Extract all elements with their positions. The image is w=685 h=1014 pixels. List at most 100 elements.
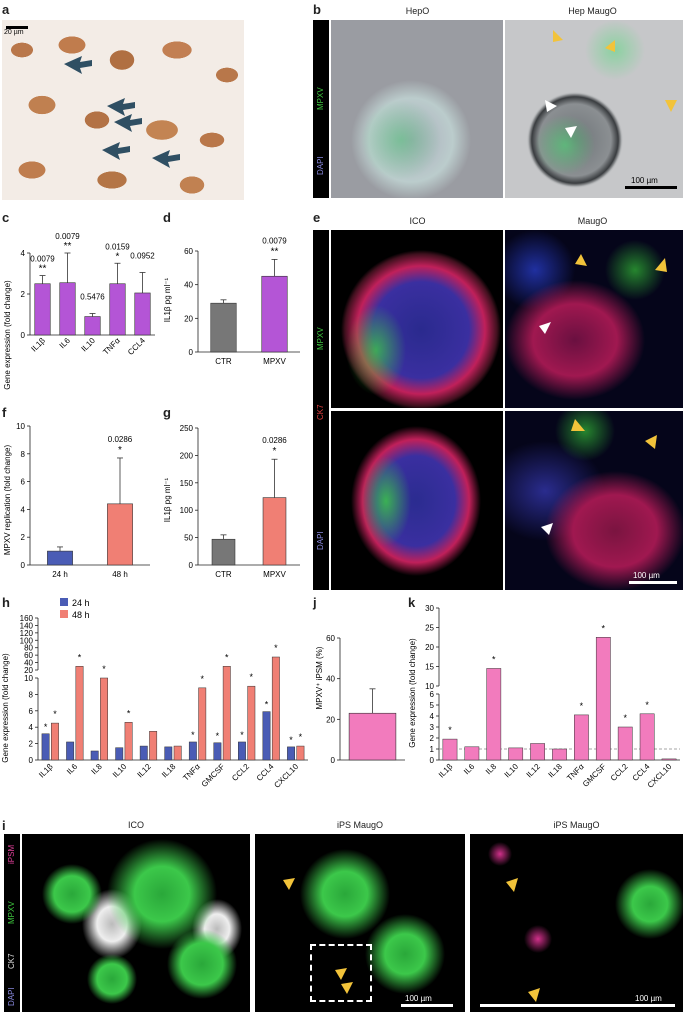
y-tick-label: 0 xyxy=(189,348,194,357)
hep-maugo-image: 100 µm xyxy=(505,20,683,198)
p-value-label: 0.5476 xyxy=(80,292,105,301)
y-tick-label: 10 xyxy=(16,422,25,431)
arrow-yellow-icon xyxy=(506,878,518,892)
significance-star: * xyxy=(274,643,278,653)
chart-k: Gene expression (fold change) 0 1 2 3 4 5 610 1… xyxy=(408,604,680,790)
bar xyxy=(530,743,545,761)
p-value-label: 0.0079 xyxy=(30,255,55,264)
significance-star: * xyxy=(289,735,293,745)
panel-label-h: h xyxy=(2,595,10,610)
arrow-yellow-icon xyxy=(528,988,540,1002)
y-tick-label: 0 xyxy=(189,561,194,570)
arrowhead-yellow-icon xyxy=(645,435,657,449)
significance-star: * xyxy=(200,674,204,684)
bar-24h xyxy=(139,745,148,761)
arrowhead-yellow-icon xyxy=(553,30,563,42)
significance-star: * xyxy=(53,709,57,719)
significance-star: * xyxy=(580,701,584,711)
bar xyxy=(639,713,655,761)
e-ico-top-image xyxy=(331,230,503,408)
y-tick-label: 40 xyxy=(326,675,335,684)
arrow-icon xyxy=(152,150,180,168)
y-tick-label: 80 xyxy=(24,644,33,653)
y-tick-label: 0 xyxy=(331,756,336,765)
chart-c: Gene expression (fold change) 0 2 4 IL1β 0.0… xyxy=(3,232,156,390)
y-tick-label: 20 xyxy=(425,643,434,652)
significance-star: * xyxy=(127,708,131,718)
y-tick-label: 100 xyxy=(20,636,34,645)
chart-d-ylabel: IL1β pg ml⁻¹ xyxy=(163,277,172,322)
x-tick-label: CTR xyxy=(215,357,232,366)
b-channel-mpxv: MPXV xyxy=(316,87,325,110)
chart-k-plot: 0 1 2 3 4 5 610 15 20 25 30 * IL1β IL6 * IL8 IL10 IL12 IL1… xyxy=(425,604,680,790)
x-tick-label: GMCSF xyxy=(581,762,608,789)
y-tick-label: 0 xyxy=(29,756,34,765)
p-value-label: 0.0286 xyxy=(108,435,133,444)
bar-48h xyxy=(149,731,158,761)
i-channel-strip: iPSM MPXV CK7 DAPI xyxy=(4,834,20,1012)
significance-star: * xyxy=(191,730,195,740)
i-col-title-2: iPS MaugO xyxy=(336,820,384,830)
significance-star: * xyxy=(602,623,606,633)
hepo-image xyxy=(331,20,503,198)
y-tick-label: 20 xyxy=(24,666,33,675)
y-tick-label: 200 xyxy=(180,451,194,460)
legend-swatch-24h xyxy=(60,598,68,606)
arrow-yellow-icon xyxy=(341,982,353,994)
bar xyxy=(210,302,237,353)
panel-label-a: a xyxy=(2,2,10,17)
arrow-overlay-i-zoom xyxy=(506,878,540,1002)
arrowhead-yellow-icon xyxy=(665,100,677,112)
bar xyxy=(661,758,677,761)
p-value-label: 0.0952 xyxy=(130,251,155,260)
bar xyxy=(34,283,51,336)
bar-24h xyxy=(41,733,50,761)
i-channel-ipsm: iPSM xyxy=(7,844,16,864)
bar xyxy=(617,726,633,761)
bar xyxy=(134,292,151,336)
bar-24h xyxy=(164,746,173,761)
chart-c-plot: 024IL1β0.0079**IL60.0079**IL100.5476TNFα… xyxy=(21,232,156,357)
chart-f: MPXV replication (fold change) 0 2 4 6 8 10 24… xyxy=(3,422,150,579)
y-tick-label: 30 xyxy=(425,604,434,613)
bar xyxy=(84,316,101,336)
arrowhead-yellow-icon xyxy=(655,258,667,272)
y-tick-label: 6 xyxy=(29,707,34,716)
y-tick-label: 6 xyxy=(430,690,435,699)
bar xyxy=(595,637,611,761)
y-tick-label: 4 xyxy=(430,712,435,721)
chart-f-plot: 0 2 4 6 8 10 24 h 48 h 0.0286* xyxy=(16,422,150,579)
e-col-title-1: ICO xyxy=(409,216,426,226)
arrow-icon xyxy=(102,142,130,160)
y-tick-label: 15 xyxy=(425,663,434,672)
x-tick-label: IL12 xyxy=(525,762,543,780)
e-channel-mpxv: MPXV xyxy=(316,327,325,350)
x-tick-label: IL10 xyxy=(503,762,521,780)
arrow-overlay-i xyxy=(283,878,353,994)
scale-bar-b xyxy=(625,186,677,189)
panel-label-g: g xyxy=(163,405,171,420)
i-channel-mpxv: MPXV xyxy=(7,901,16,924)
chart-d-plot: 0 20 40 60 CTR MPXV 0.0079** xyxy=(184,236,300,366)
x-tick-label: IL6 xyxy=(58,336,73,351)
significance-star: * xyxy=(448,725,452,735)
bar-24h xyxy=(287,746,295,761)
e-maugo-top-image xyxy=(505,230,683,408)
bar-48h xyxy=(271,656,280,761)
arrow-overlay-b xyxy=(545,30,677,138)
significance-star: ** xyxy=(39,264,47,275)
y-tick-label: 8 xyxy=(29,690,34,699)
y-tick-label: 20 xyxy=(326,715,335,724)
arrowhead-white-icon xyxy=(545,100,557,112)
bar-48h xyxy=(173,745,182,761)
x-tick-label: 24 h xyxy=(52,570,68,579)
y-tick-label: 40 xyxy=(24,659,33,668)
chart-j-ylabel: MPXV⁺ iPSM (%) xyxy=(315,646,324,709)
legend-swatch-48h xyxy=(60,610,68,618)
significance-star: * xyxy=(116,251,120,262)
bar xyxy=(262,497,287,566)
arrowhead-white-icon xyxy=(539,322,551,334)
b-col-title-1: HepO xyxy=(405,6,430,16)
legend-label-48h: 48 h xyxy=(72,610,90,620)
bar xyxy=(261,275,288,353)
